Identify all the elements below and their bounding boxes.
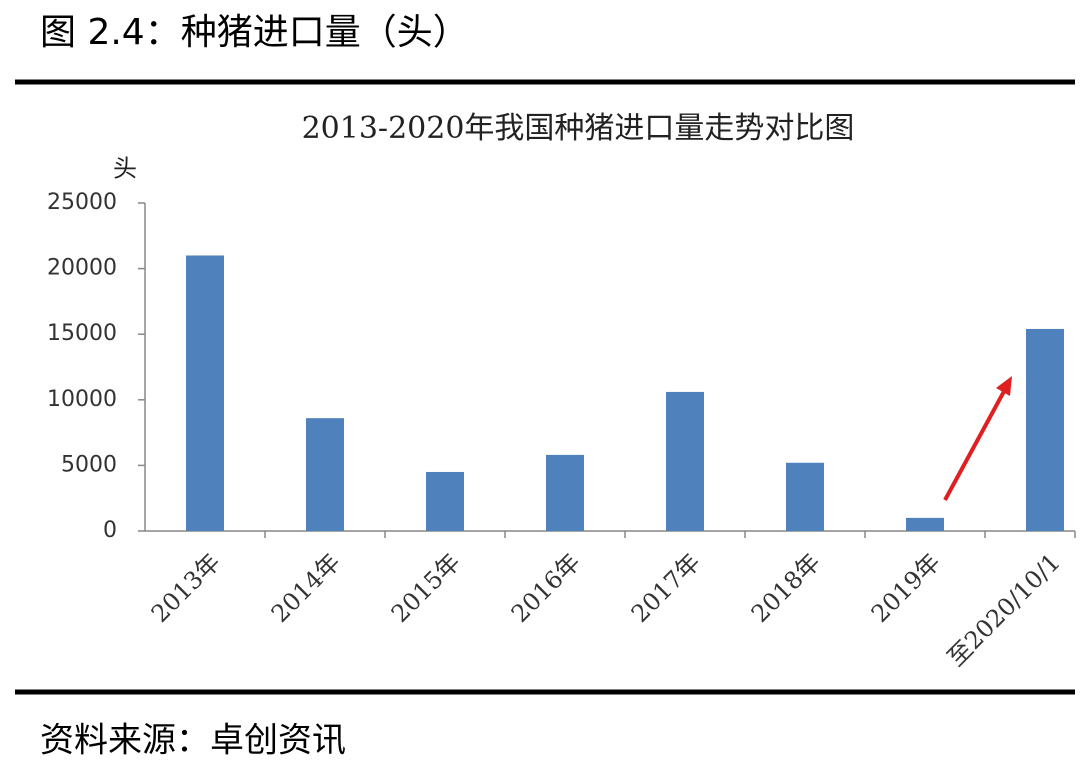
source-note: 资料来源：卓创资讯: [40, 721, 346, 761]
bar: [426, 471, 464, 531]
chart-title: 2013-2020年我国种猪进口量走势对比图: [302, 111, 855, 146]
bar: [186, 255, 224, 532]
x-tick-label: 2017年: [626, 548, 706, 628]
y-tick-label: 20000: [47, 256, 117, 281]
bar: [666, 391, 704, 531]
y-tick-label: 25000: [47, 190, 117, 215]
trend-arrow-head: [996, 376, 1012, 396]
figure-title: 图 2.4：种猪进口量（头）: [40, 12, 469, 53]
y-tick-label: 0: [103, 518, 117, 543]
y-axis-unit: 头: [113, 155, 137, 183]
x-tick-label: 2016年: [506, 548, 586, 628]
y-tick-label: 15000: [47, 321, 117, 346]
x-tick-label: 2015年: [386, 548, 466, 628]
x-tick-label: 至2020/10/1: [942, 548, 1066, 672]
bar: [1026, 328, 1064, 531]
plot: 0 5000 10000 15000 20000 25000 2013年 2014年 2015年…: [47, 190, 1076, 672]
x-tick-label: 2014年: [266, 548, 346, 628]
x-tick-label: 2018年: [746, 548, 826, 628]
bar: [306, 418, 344, 531]
bar: [546, 454, 584, 531]
x-tick-label: 2013年: [146, 548, 226, 628]
y-tick-label: 10000: [47, 387, 117, 412]
bar: [906, 517, 944, 531]
bar: [786, 462, 824, 531]
trend-arrow: [943, 383, 1010, 501]
x-tick-label: 2019年: [866, 548, 946, 628]
y-tick-label: 5000: [61, 452, 117, 477]
